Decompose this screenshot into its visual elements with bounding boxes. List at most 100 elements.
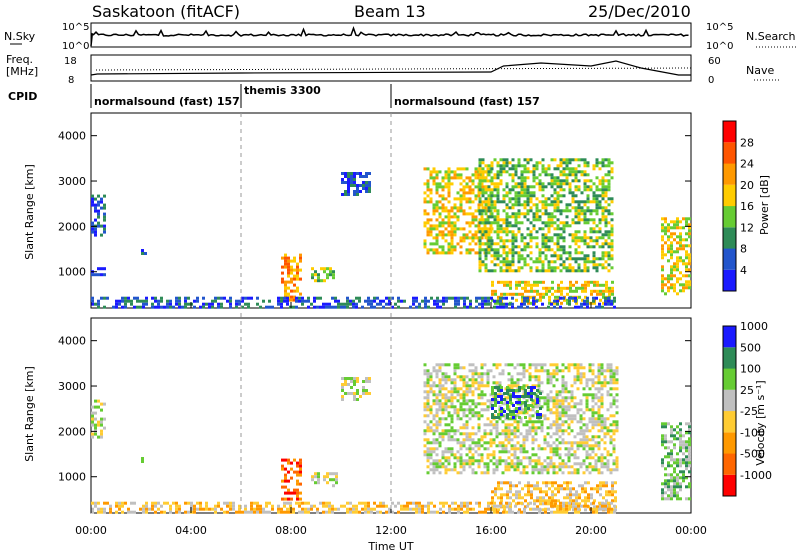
heatmap-cell xyxy=(504,435,508,439)
heatmap-cell xyxy=(478,257,482,261)
heatmap-cell xyxy=(557,286,560,290)
heatmap-cell xyxy=(609,369,613,373)
heatmap-cell xyxy=(528,420,532,424)
heatmap-cell xyxy=(561,384,565,388)
heatmap-cell xyxy=(607,296,610,300)
heatmap-cell xyxy=(661,482,664,486)
heatmap-cell xyxy=(465,438,469,442)
heatmap-cell xyxy=(688,256,691,260)
heatmap-cell xyxy=(568,191,572,195)
heatmap-cell xyxy=(676,262,679,266)
heatmap-cell xyxy=(592,191,596,195)
heatmap-cell xyxy=(676,491,679,495)
heatmap-cell xyxy=(586,200,590,204)
heatmap-cell xyxy=(441,408,445,412)
heatmap-cell xyxy=(426,408,430,412)
heatmap-cell xyxy=(595,269,599,273)
heatmap-cell xyxy=(559,194,563,198)
heatmap-cell xyxy=(532,299,535,303)
heatmap-cell xyxy=(287,262,290,266)
heatmap-cell xyxy=(293,259,296,263)
heatmap-cell xyxy=(523,188,527,192)
heatmap-cell xyxy=(359,395,362,398)
heatmap-cell xyxy=(141,460,144,463)
heatmap-cell xyxy=(352,302,355,306)
heatmap-cell xyxy=(539,496,542,500)
heatmap-cell xyxy=(679,283,682,287)
heatmap-cell xyxy=(607,510,610,514)
heatmap-cell xyxy=(528,432,532,436)
heatmap-cell xyxy=(614,490,617,494)
heatmap-cell xyxy=(447,396,451,400)
heatmap-cell xyxy=(491,398,494,401)
heatmap-cell xyxy=(175,296,178,300)
heatmap-cell xyxy=(606,459,610,463)
heatmap-cell xyxy=(551,292,554,296)
heatmap-cell xyxy=(530,389,533,392)
heatmap-cell xyxy=(450,182,454,186)
heatmap-cell xyxy=(522,447,526,451)
heatmap-cell xyxy=(601,254,605,258)
heatmap-cell xyxy=(679,259,682,263)
heatmap-cell xyxy=(406,504,409,508)
heatmap-cell xyxy=(529,209,533,213)
heatmap-cell xyxy=(529,269,533,273)
heatmap-cell xyxy=(281,256,284,260)
heatmap-cell xyxy=(590,493,593,497)
heatmap-cell xyxy=(534,465,538,469)
heatmap-cell xyxy=(429,462,433,466)
heatmap-cell xyxy=(296,497,299,501)
heatmap-cell xyxy=(517,260,521,264)
heatmap-cell xyxy=(329,270,332,274)
heatmap-cell xyxy=(561,396,565,400)
heatmap-cell xyxy=(536,496,539,500)
heatmap-cell xyxy=(555,417,559,421)
heatmap-cell xyxy=(593,289,596,293)
heatmap-cell xyxy=(504,426,508,430)
heatmap-cell xyxy=(444,465,448,469)
heatmap-cell xyxy=(287,256,290,260)
heatmap-cell xyxy=(459,402,463,406)
heatmap-cell xyxy=(151,504,154,508)
heatmap-cell xyxy=(256,296,259,300)
heatmap-cell xyxy=(586,299,589,303)
heatmap-cell xyxy=(611,289,614,293)
heatmap-cell xyxy=(520,248,524,252)
heatmap-cell xyxy=(581,499,584,503)
heatmap-cell xyxy=(537,369,541,373)
heatmap-cell xyxy=(512,484,515,488)
heatmap-cell xyxy=(602,292,605,296)
heatmap-cell xyxy=(536,389,539,392)
heatmap-cell xyxy=(564,399,568,403)
heatmap-cell xyxy=(562,239,566,243)
heatmap-cell xyxy=(573,402,577,406)
heatmap-cell xyxy=(456,242,460,246)
heatmap-cell xyxy=(574,296,577,300)
heatmap-cell xyxy=(432,248,436,252)
heatmap-cell xyxy=(562,221,566,225)
heatmap-cell xyxy=(560,487,563,491)
heatmap-cell xyxy=(328,302,331,306)
heatmap-cell xyxy=(478,164,482,168)
heatmap-cell xyxy=(498,363,502,367)
heatmap-cell xyxy=(539,502,542,506)
heatmap-cell xyxy=(320,267,323,271)
heatmap-cell xyxy=(444,363,448,367)
heatmap-cell xyxy=(529,501,532,505)
heatmap-cell xyxy=(523,257,527,261)
heatmap-cell xyxy=(468,378,472,382)
heatmap-cell xyxy=(529,170,533,174)
heatmap-cell xyxy=(586,206,590,210)
heatmap-cell xyxy=(673,467,676,471)
heatmap-cell xyxy=(676,277,679,281)
heatmap-cell xyxy=(605,283,608,287)
heatmap-cell xyxy=(502,167,506,171)
heatmap-cell xyxy=(424,296,427,300)
heatmap-cell xyxy=(512,416,515,419)
heatmap-cell xyxy=(688,217,691,221)
heatmap-cell xyxy=(508,173,512,177)
heatmap-cell xyxy=(583,212,587,216)
heatmap-cell xyxy=(490,203,494,207)
heatmap-cell xyxy=(441,236,445,240)
